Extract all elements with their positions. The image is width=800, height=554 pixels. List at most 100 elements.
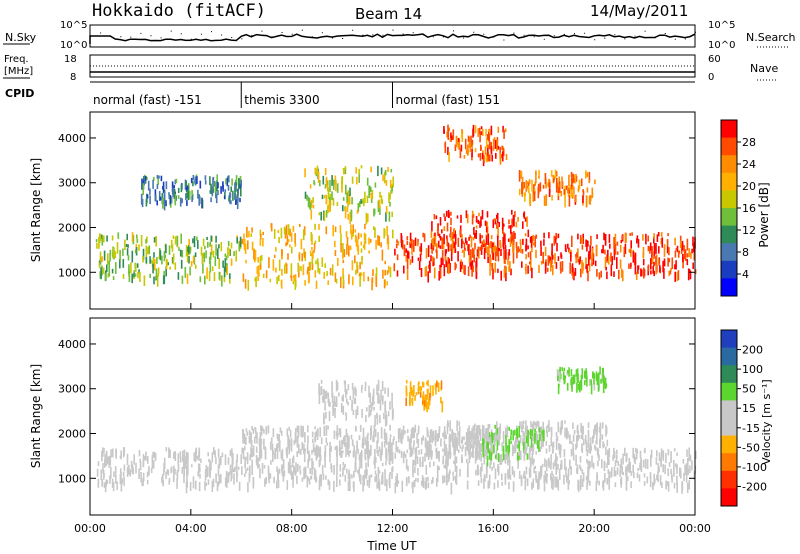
heatmap-cell	[173, 189, 176, 195]
heatmap-cell	[163, 199, 166, 211]
heatmap-cell	[238, 481, 241, 491]
heatmap-cell	[286, 428, 289, 437]
heatmap-cell	[622, 472, 624, 476]
heatmap-cell	[588, 195, 591, 205]
heatmap-cell	[210, 183, 212, 194]
colorbar-tick-label: 4	[742, 268, 749, 281]
heatmap-cell	[597, 460, 599, 467]
heatmap-cell	[332, 401, 335, 413]
heatmap-cell	[207, 452, 209, 457]
heatmap-cell	[329, 453, 331, 463]
heatmap-cell	[290, 470, 293, 480]
heatmap-cell	[248, 430, 251, 436]
heatmap-cell	[134, 249, 137, 254]
heatmap-cell	[622, 270, 624, 282]
heatmap-cell	[537, 433, 539, 445]
heatmap-cell	[382, 269, 384, 279]
heatmap-cell	[557, 187, 560, 194]
colorbar-tick-label: 24	[742, 158, 756, 171]
heatmap-cell	[173, 465, 175, 474]
heatmap-cell	[668, 270, 670, 277]
heatmap-cell	[456, 442, 458, 451]
heatmap-cell	[471, 451, 473, 458]
heatmap-cell	[461, 130, 464, 142]
heatmap-cell	[108, 260, 110, 270]
heatmap-cell	[176, 471, 178, 477]
heatmap-cell	[666, 246, 669, 254]
heatmap-cell	[551, 195, 553, 201]
heatmap-cell	[407, 251, 410, 259]
heatmap-cell	[319, 427, 321, 437]
heatmap-cell	[324, 401, 326, 411]
freq-tick-top: 18	[64, 54, 77, 65]
heatmap-cell	[582, 262, 584, 271]
heatmap-cell	[380, 242, 382, 248]
heatmap-cell	[494, 468, 497, 480]
heatmap-cell	[556, 476, 558, 488]
heatmap-cell	[559, 426, 562, 434]
heatmap-cell	[484, 242, 487, 247]
heatmap-cell	[378, 478, 380, 484]
heatmap-cell	[371, 278, 373, 291]
heatmap-cell	[504, 258, 506, 265]
heatmap-cell	[446, 238, 449, 247]
heatmap-cell	[442, 258, 444, 265]
heatmap-cell	[373, 208, 375, 217]
colorbar-tick-label: -100	[742, 461, 767, 474]
heatmap-cell	[406, 258, 409, 270]
heatmap-cell	[124, 239, 126, 250]
heatmap-cell	[445, 452, 447, 459]
heatmap-cell	[351, 439, 354, 446]
heatmap-cell	[407, 465, 409, 472]
heatmap-cell	[156, 257, 158, 264]
heatmap-cell	[156, 200, 158, 206]
heatmap-cell	[451, 430, 454, 440]
heatmap-cell	[277, 469, 279, 481]
heatmap-cell	[690, 252, 692, 259]
heatmap-cell	[422, 394, 425, 401]
heatmap-cell	[370, 474, 373, 478]
heatmap-cell	[135, 247, 138, 256]
heatmap-cell	[566, 475, 568, 483]
heatmap-cell	[314, 270, 317, 278]
power-ylabel: Slant Range [km]	[29, 158, 43, 262]
heatmap-cell	[309, 476, 312, 480]
heatmap-cell	[517, 444, 519, 449]
heatmap-cell	[514, 440, 517, 450]
heatmap-cell	[446, 235, 448, 240]
heatmap-cell	[623, 246, 626, 258]
heatmap-cell	[577, 258, 579, 263]
heatmap-cell	[677, 251, 680, 258]
heatmap-cell	[653, 261, 655, 267]
heatmap-cell	[345, 412, 347, 416]
heatmap-cell	[651, 256, 654, 265]
heatmap-cell	[576, 424, 579, 434]
heatmap-cell	[187, 465, 189, 476]
heatmap-cell	[327, 479, 330, 486]
heatmap-cell	[400, 438, 402, 443]
heatmap-cell	[344, 390, 347, 395]
heatmap-cell	[596, 472, 598, 481]
heatmap-cell	[569, 184, 571, 190]
heatmap-cell	[314, 240, 317, 244]
heatmap-cell	[321, 465, 324, 475]
heatmap-cell	[413, 440, 415, 446]
heatmap-cell	[676, 245, 679, 253]
heatmap-cell	[379, 399, 382, 411]
heatmap-cell	[491, 154, 493, 162]
heatmap-cell	[605, 383, 608, 388]
heatmap-cell	[591, 253, 593, 263]
heatmap-cell	[512, 244, 515, 253]
heatmap-cell	[595, 245, 598, 256]
heatmap-cell	[431, 450, 433, 457]
heatmap-cell	[255, 430, 257, 435]
heatmap-cell	[223, 195, 226, 200]
heatmap-cell	[355, 388, 357, 397]
heatmap-cell	[204, 275, 206, 285]
heatmap-cell	[650, 449, 653, 458]
heatmap-cell	[443, 126, 445, 134]
heatmap-cell	[481, 235, 484, 239]
heatmap-cell	[388, 192, 390, 204]
heatmap-cell	[564, 458, 566, 471]
heatmap-cell	[574, 174, 577, 184]
